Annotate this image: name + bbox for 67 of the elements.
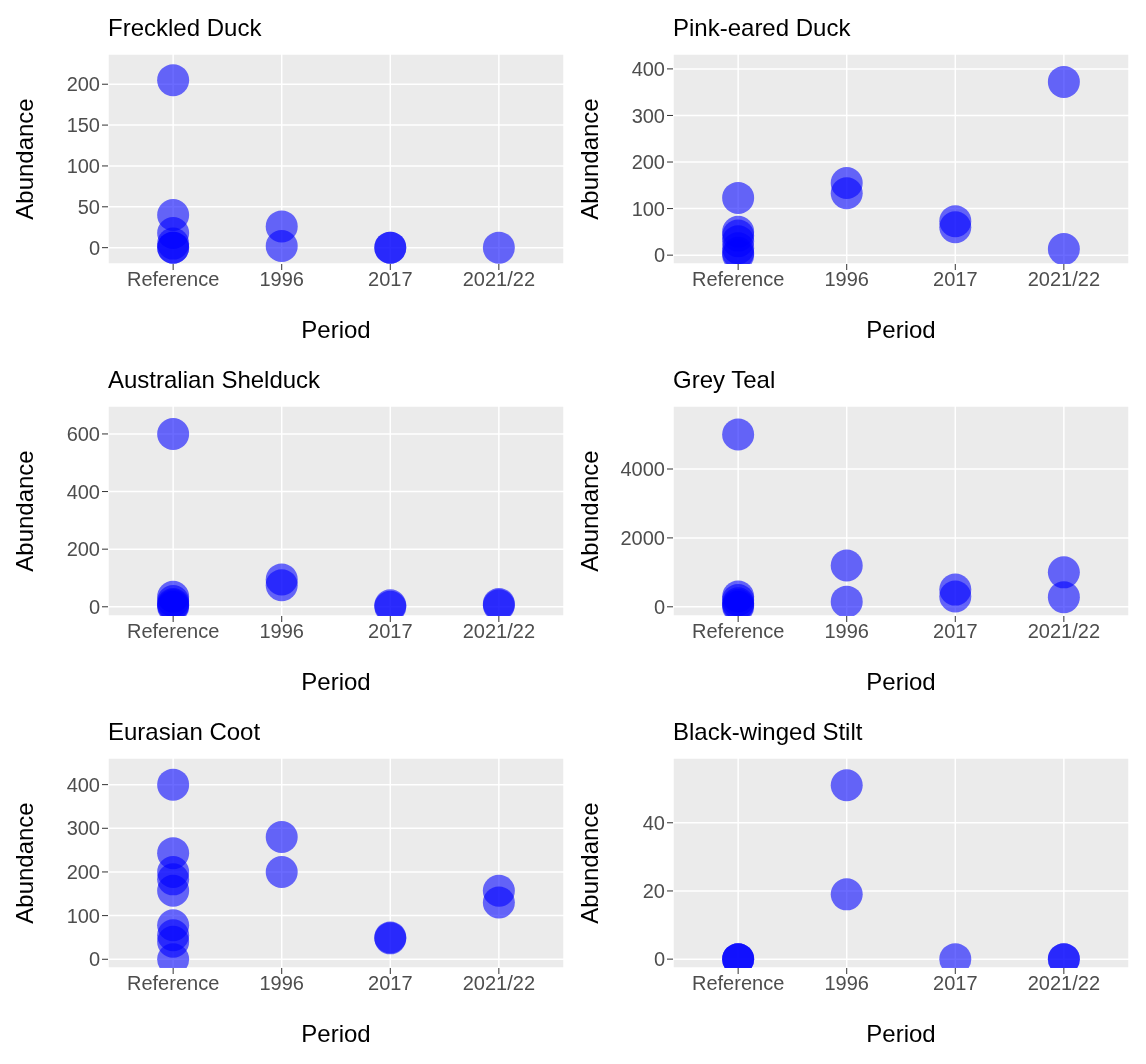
chart-title: Eurasian Coot <box>107 717 262 747</box>
x-tick-label: 2021/22 <box>1027 972 1101 995</box>
y-tick-label: 0 <box>88 236 100 259</box>
chart-title: Australian Shelduck <box>107 365 322 395</box>
y-tick-label: 400 <box>66 773 100 796</box>
y-tick-label: 100 <box>66 904 100 927</box>
x-tick-label: Reference <box>692 972 785 995</box>
y-tick-label: 100 <box>66 155 100 178</box>
y-tick-label: 50 <box>77 195 100 218</box>
chart-title: Grey Teal <box>672 365 777 395</box>
x-tick-label: 2017 <box>933 972 978 995</box>
x-tick-label: Reference <box>692 268 785 291</box>
x-tick-label: 2017 <box>368 972 413 995</box>
y-tick-label: 300 <box>631 104 665 127</box>
y-tick-label: 2000 <box>620 527 665 549</box>
x-tick-label: Reference <box>692 620 785 643</box>
y-tick-label: 0 <box>653 595 665 618</box>
x-tick-label: 2021/22 <box>462 620 536 643</box>
y-tick-label: 400 <box>66 480 100 503</box>
y-tick-label: 600 <box>66 423 100 446</box>
x-tick-label: Reference <box>127 972 220 995</box>
x-axis-title: Period <box>866 1020 936 1047</box>
chart-title: Freckled Duck <box>107 13 263 43</box>
y-axis-title: Abundance <box>10 802 38 924</box>
x-tick-label: 1996 <box>259 620 304 643</box>
y-tick-label: 300 <box>66 817 100 840</box>
y-tick-label: 200 <box>631 151 665 174</box>
x-axis-title: Period <box>301 668 371 695</box>
x-tick-label: 2017 <box>368 620 413 643</box>
y-tick-label: 0 <box>653 244 665 267</box>
y-tick-label: 100 <box>631 197 665 220</box>
y-axis-title: Abundance <box>575 98 603 220</box>
y-axis-title: Abundance <box>575 802 603 924</box>
x-tick-label: 2017 <box>933 268 978 291</box>
x-tick-label: Reference <box>127 268 220 291</box>
x-tick-label: 1996 <box>824 268 869 291</box>
x-tick-label: 2017 <box>368 268 413 291</box>
x-tick-label: 2021/22 <box>1027 620 1101 643</box>
chart-title: Pink-eared Duck <box>672 13 852 43</box>
x-tick-label: 1996 <box>824 972 869 995</box>
chart-title: Black-winged Stilt <box>672 717 864 747</box>
y-tick-label: 0 <box>88 595 100 618</box>
x-tick-label: Reference <box>127 620 220 643</box>
y-axis-title: Abundance <box>10 450 38 572</box>
x-tick-label: 2021/22 <box>462 972 536 995</box>
y-tick-label: 400 <box>631 58 665 80</box>
y-tick-label: 200 <box>66 861 100 884</box>
x-tick-label: 1996 <box>824 620 869 643</box>
y-tick-label: 150 <box>66 114 100 137</box>
y-tick-label: 20 <box>642 880 665 903</box>
x-tick-label: 1996 <box>259 972 304 995</box>
x-axis-title: Period <box>301 1020 371 1047</box>
y-axis-title: Abundance <box>10 98 38 220</box>
y-tick-label: 0 <box>653 948 665 971</box>
x-tick-label: 2017 <box>933 620 978 643</box>
y-tick-label: 4000 <box>620 458 665 481</box>
y-tick-label: 200 <box>66 73 100 96</box>
y-tick-label: 40 <box>642 811 665 834</box>
x-tick-label: 1996 <box>259 268 304 291</box>
x-axis-title: Period <box>866 668 936 695</box>
y-axis-title: Abundance <box>575 450 603 572</box>
x-tick-label: 2021/22 <box>1027 268 1101 291</box>
x-tick-label: 2021/22 <box>462 268 536 291</box>
x-axis-title: Period <box>866 316 936 343</box>
x-axis-title: Period <box>301 316 371 343</box>
y-tick-label: 200 <box>66 538 100 561</box>
y-tick-label: 0 <box>88 948 100 971</box>
